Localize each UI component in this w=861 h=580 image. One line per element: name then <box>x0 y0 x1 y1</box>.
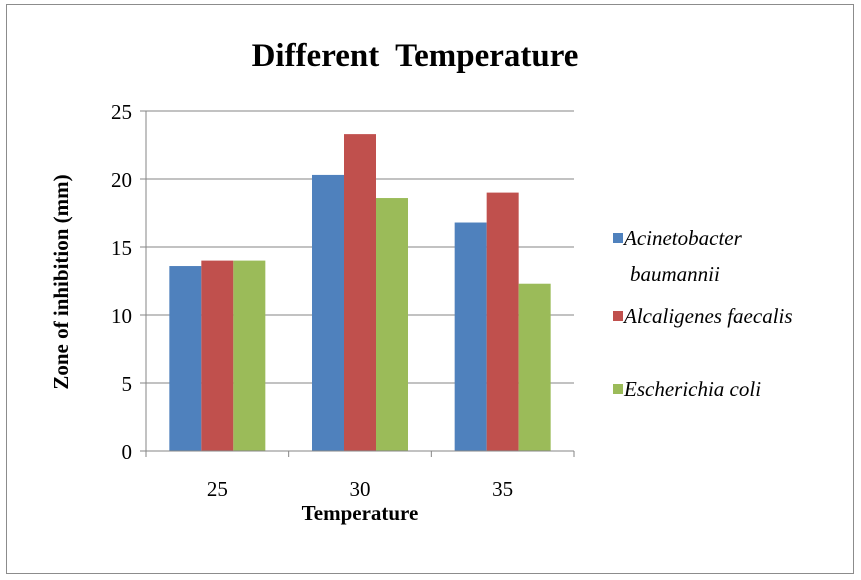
bar-30-1 <box>312 174 344 452</box>
legend-label-2: Alcaligenes faecalis <box>622 304 793 328</box>
legend-swatch-1 <box>613 233 623 243</box>
x-tick-label: 30 <box>350 477 371 501</box>
bar-25-1 <box>169 266 202 451</box>
legend-swatch-3 <box>613 384 623 394</box>
bars <box>169 134 551 452</box>
y-axis-ticks: 0 5 10 15 20 25 <box>111 100 146 464</box>
legend-swatch-2 <box>613 311 623 321</box>
y-axis-label: Zone of inhibition (mm) <box>49 174 73 389</box>
legend-label-3: Escherichia coli <box>623 377 761 401</box>
y-tick-label: 25 <box>111 100 132 124</box>
legend-label-1: baumannii <box>630 262 720 286</box>
bar-30-3 <box>376 198 408 451</box>
x-axis-ticks: 25 30 35 <box>145 450 575 501</box>
x-tick-label: 35 <box>492 477 513 501</box>
x-tick-label: 25 <box>207 477 228 501</box>
bar-35-2 <box>486 192 519 451</box>
y-tick-label: 10 <box>111 304 132 328</box>
y-tick-label: 15 <box>111 236 132 260</box>
chart-frame <box>6 4 854 574</box>
legend-label-1: Acinetobacter <box>622 226 743 250</box>
bar-35-3 <box>518 283 551 451</box>
bar-25-3 <box>233 260 266 451</box>
bar-30-2 <box>344 134 376 451</box>
y-tick-label: 0 <box>122 440 133 464</box>
x-axis-label: Temperature <box>302 501 419 525</box>
y-tick-label: 5 <box>122 372 133 396</box>
legend: Acinetobacter baumannii Alcaligenes faecal… <box>613 226 793 401</box>
bar-25-2 <box>201 260 234 451</box>
bar-35-1 <box>454 222 487 451</box>
y-tick-label: 20 <box>111 168 132 192</box>
chart-title: Different Temperature <box>252 38 579 74</box>
